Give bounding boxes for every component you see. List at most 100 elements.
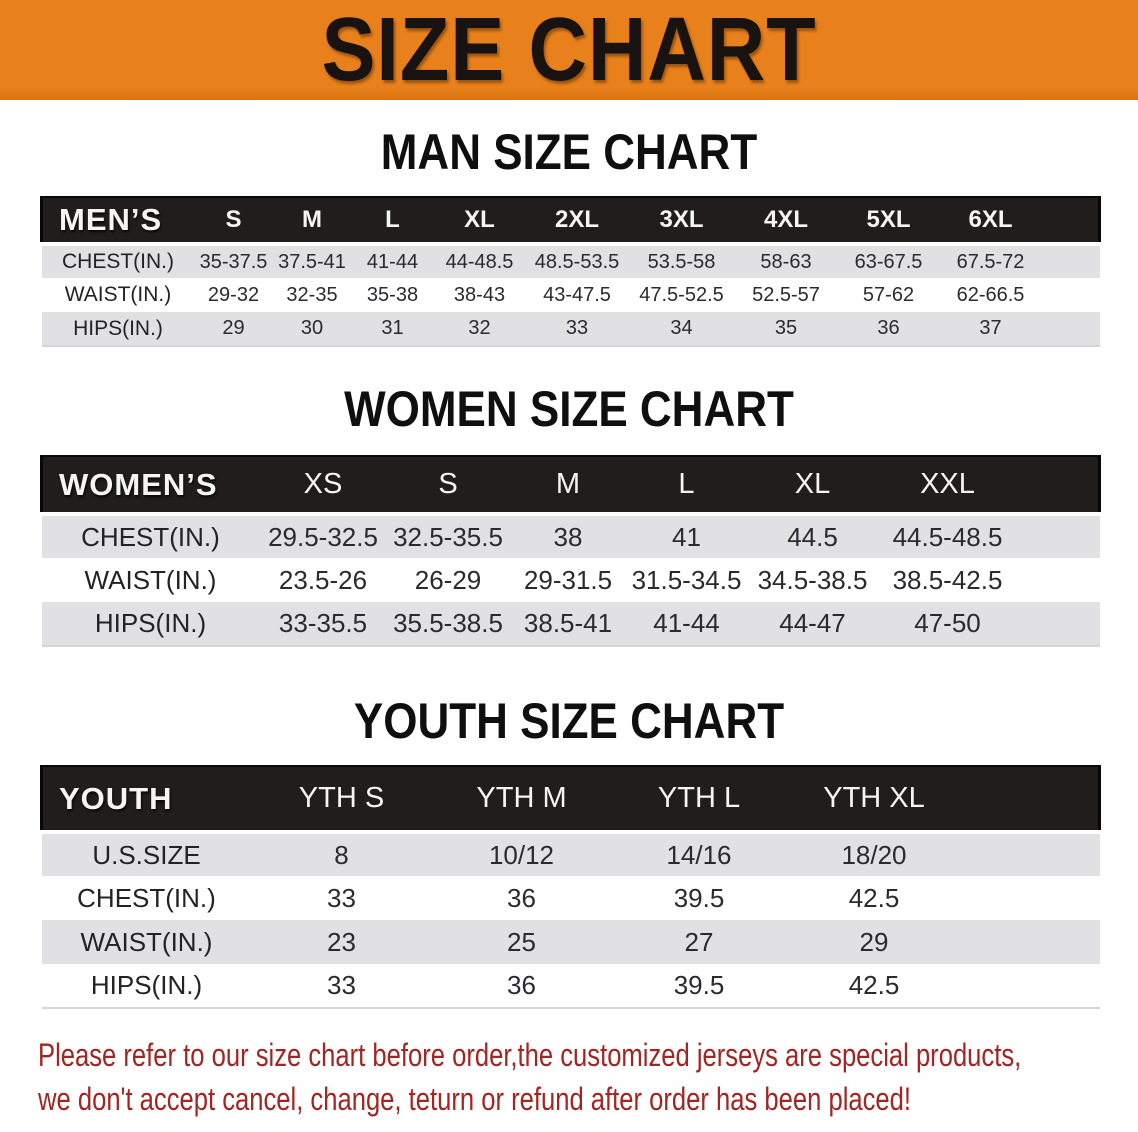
cell-filler [962,964,1100,1008]
table-cell: 32.5-35.5 [386,512,510,558]
table-cell: 29.5-32.5 [259,512,387,558]
row-label: CHEST(IN.) [41,242,195,278]
size-table: WOMEN’S XS S M L XL XXL CHEST(IN.) 29.5-32.5 32.5… [40,455,1101,647]
men-heading: MAN SIZE CHART [380,124,758,180]
cell-filler [1016,512,1100,558]
men-section: MAN SIZE CHART MEN’S S M L XL 2XL 3XL 4XL 5XL 6XL… [0,126,1138,347]
banner-title: SIZE CHART [321,0,817,100]
table-cell: 44-48.5 [433,242,526,278]
table-cell: 39.5 [673,882,725,913]
row-label: HIPS(IN.) [41,312,195,346]
table-cell: 14/16 [611,830,787,876]
table-cell: 27 [611,920,787,964]
table-cell: 38.5-41 [509,602,627,646]
table-cell: 48.5-53.5 [525,242,629,278]
table-cell: 29 [194,312,273,346]
table-cell: 36 [837,312,940,346]
table-cell: 33 [525,312,629,346]
disclaimer: Please refer to our size chart before or… [38,1033,1138,1121]
size-column-header: 2XL [525,196,629,246]
disclaimer-line-2: we don't accept cancel, change, teturn o… [38,1081,911,1117]
size-column-header: YTH XL [786,765,962,834]
table-corner-label: YOUTH [40,765,252,834]
table-cell: 29-31.5 [523,564,613,595]
table-cell: 44.5-48.5 [878,512,1017,558]
table-cell: 43-47.5 [543,283,611,306]
cell-filler [1016,602,1100,646]
size-column-header: 3XL [628,196,735,246]
men-size-table: MEN’S S M L XL 2XL 3XL 4XL 5XL 6XL CHEST(IN.) 35-37… [40,196,1101,347]
table-cell: 38-43 [453,283,506,306]
table-cell: 32 [433,312,526,346]
table-row: CHEST(IN.) 35-37.5 37.5-41 41-44 44-48.5 48.5… [41,242,1100,278]
table-row: WAIST(IN.) 23.5-26 26-29 29-31.5 31.5-34.5 34… [42,558,1100,602]
cell-filler [962,876,1100,920]
table-cell: 63-67.5 [837,242,940,278]
table-corner-label: WOMEN’S [40,455,260,516]
size-column-header: XL [433,196,526,246]
table-cell: 53.5-58 [628,242,735,278]
size-column-header: 6XL [939,196,1042,246]
size-column-header: YTH L [611,765,787,834]
row-label: CHEST(IN.) [77,882,216,913]
size-column-header: YTH S [251,765,432,834]
table-cell: 57-62 [862,283,915,306]
youth-section: YOUTH SIZE CHART YOUTH YTH S YTH M YTH L YTH… [0,695,1138,1009]
table-corner-label: MEN’S [40,196,195,246]
row-label: U.S.SIZE [41,830,252,876]
table-cell: 23.5-26 [278,564,368,595]
row-label: HIPS(IN.) [41,602,260,646]
size-column-header: XXL [878,455,1017,516]
table-cell: 34 [628,312,735,346]
table-cell: 10/12 [431,830,612,876]
banner: SIZE CHART [0,0,1138,100]
cell-filler [1017,558,1100,602]
table-cell: 42.5 [848,970,900,1000]
youth-size-table: YOUTH YTH S YTH M YTH L YTH XL U.S.SIZE 8 10/12… [40,765,1101,1009]
table-cell: 67.5-72 [939,242,1042,278]
table-row: WAIST(IN.) 23 25 27 29 [41,920,1100,964]
row-label: WAIST(IN.) [84,564,217,595]
table-cell: 23 [251,920,432,964]
table-cell: 34.5-38.5 [757,564,868,595]
size-column-header: M [272,196,352,246]
table-cell: 8 [251,830,432,876]
table-cell: 31 [351,312,434,346]
table-cell: 52.5-57 [752,283,820,306]
size-column-header: 4XL [734,196,838,246]
table-cell: 25 [431,920,612,964]
row-label: WAIST(IN.) [41,920,252,964]
table-cell: 38.5-42.5 [892,564,1003,595]
disclaimer-line-1: Please refer to our size chart before or… [38,1037,1022,1073]
table-row: CHEST(IN.) 33 36 39.5 42.5 [42,876,1100,920]
table-cell: 29-32 [207,283,260,306]
table-row: U.S.SIZE 8 10/12 14/16 18/20 [41,830,1100,876]
cell-filler [1041,312,1100,346]
size-column-header: XL [746,455,879,516]
table-cell: 30 [272,312,352,346]
row-label: HIPS(IN.) [90,970,203,1000]
table-cell: 35.5-38.5 [386,602,510,646]
size-table: YOUTH YTH S YTH M YTH L YTH XL U.S.SIZE 8 10/12… [40,765,1101,1009]
table-row: HIPS(IN.) 29 30 31 32 33 34 35 36 37 [41,312,1100,346]
table-header-row: YOUTH YTH S YTH M YTH L YTH XL [40,765,1101,834]
table-cell: 47.5-52.5 [639,283,724,306]
table-header-row: MEN’S S M L XL 2XL 3XL 4XL 5XL 6XL [40,196,1101,246]
size-column-header: XS [259,455,387,516]
table-cell: 29 [786,920,962,964]
table-cell: 35 [734,312,838,346]
table-cell: 41 [626,512,747,558]
header-filler [961,765,1101,834]
table-cell: 38 [509,512,627,558]
table-cell: 31.5-34.5 [631,564,742,595]
table-cell: 33 [327,970,356,1000]
table-cell: 26-29 [414,564,482,595]
table-cell: 42.5 [848,882,900,913]
size-table: MEN’S S M L XL 2XL 3XL 4XL 5XL 6XL CHEST(IN.) 35-37… [40,196,1101,347]
youth-heading: YOUTH SIZE CHART [353,693,785,749]
table-cell: 35-38 [366,283,419,306]
table-cell: 33 [327,882,356,913]
size-column-header: L [351,196,434,246]
table-cell: 18/20 [786,830,962,876]
